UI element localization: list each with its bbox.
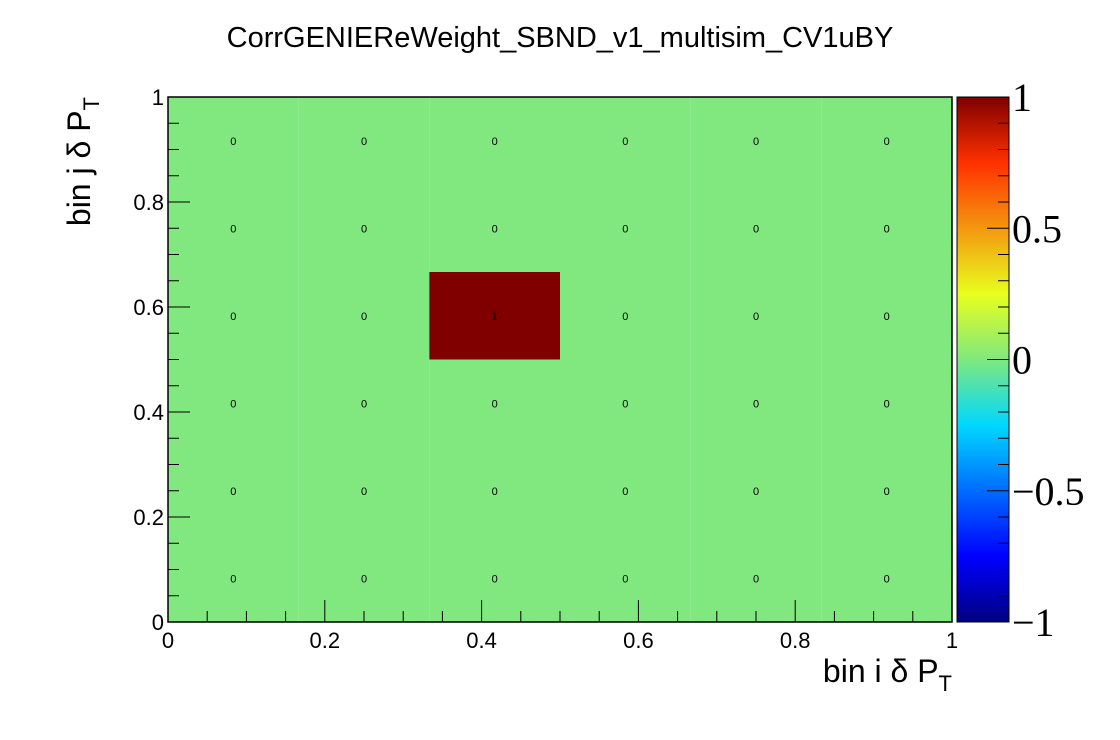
color-scale-tick-label: 1	[1012, 75, 1032, 120]
cell-value-label: 0	[361, 573, 367, 585]
y-tick-label: 1	[152, 85, 164, 110]
heatmap-cell	[560, 184, 691, 272]
cell-value-label: 0	[884, 311, 890, 323]
cell-value-label: 0	[361, 311, 367, 323]
heatmap-cell	[560, 97, 691, 185]
cell-value-label: 0	[230, 136, 236, 148]
cell-value-label: 0	[884, 398, 890, 410]
heatmap-cell	[429, 184, 560, 272]
heatmap-cell	[298, 272, 430, 360]
y-axis-label: bin j δ PT	[61, 97, 104, 226]
cell-value-label: 0	[361, 223, 367, 235]
x-axis-label: bin i δ PT	[823, 653, 952, 696]
color-scale-tick-label: −1	[1012, 600, 1055, 645]
x-tick-label: 0.6	[623, 628, 654, 653]
heatmap-cell	[429, 534, 560, 622]
x-tick-label: 0.8	[780, 628, 811, 653]
heatmap-cell	[298, 184, 430, 272]
cell-value-label: 0	[230, 486, 236, 498]
heatmap-cell	[690, 447, 822, 535]
cell-value-label: 0	[230, 223, 236, 235]
y-tick-label: 0.2	[133, 505, 164, 530]
cell-value-label: 1	[492, 311, 498, 323]
cell-value-label: 0	[492, 223, 498, 235]
heatmap-cell	[429, 359, 560, 447]
heatmap-cell	[168, 534, 299, 622]
heatmap-cell	[298, 359, 430, 447]
heatmap-cell	[168, 359, 299, 447]
cell-value-label: 0	[753, 398, 759, 410]
heatmap-cell	[298, 97, 430, 185]
heatmap-cell	[168, 447, 299, 535]
heatmap-cell	[821, 359, 952, 447]
y-tick-label: 0	[152, 610, 164, 635]
cell-value-label: 0	[884, 486, 890, 498]
cell-labels: 0 0 0 0 0 0 0 0 0 0 0 0 0 0 1 0 0 0 0 0 0 0 0 0 0 0 0 0 0 0 0 0 0 0 0 0	[230, 136, 889, 586]
y-tick-label: 0.6	[133, 295, 164, 320]
chart-title: CorrGENIEReWeight_SBND_v1_multisim_CV1uB…	[227, 22, 894, 54]
color-scale-tick-label: −0.5	[1012, 469, 1085, 514]
heatmap-cell	[429, 272, 560, 360]
heatmap-cells	[168, 97, 952, 622]
cell-value-label: 0	[622, 136, 628, 148]
cell-value-label: 0	[230, 573, 236, 585]
heatmap-cell	[821, 272, 952, 360]
cell-value-label: 0	[622, 486, 628, 498]
heatmap-cell	[560, 359, 691, 447]
color-scale-tick-label: 0	[1012, 338, 1032, 383]
x-tick-label: 1	[946, 628, 958, 653]
heatmap-cell	[168, 97, 299, 185]
cell-value-label: 0	[492, 136, 498, 148]
cell-value-label: 0	[230, 398, 236, 410]
cell-value-label: 0	[492, 486, 498, 498]
heatmap-cell	[690, 184, 822, 272]
x-tick-label: 0	[162, 628, 174, 653]
y-axis-ticks: 0 0.2 0.4 0.6 0.8 1	[133, 85, 190, 635]
color-scale-tick-label: 0.5	[1012, 206, 1062, 251]
x-tick-label: 0.2	[310, 628, 341, 653]
heatmap-cell	[821, 97, 952, 185]
x-axis-ticks: 0 0.2 0.4 0.6 0.8 1	[162, 600, 958, 653]
heatmap-cell	[690, 97, 822, 185]
cell-value-label: 0	[622, 311, 628, 323]
heatmap-cell	[298, 534, 430, 622]
y-tick-label: 0.4	[133, 400, 164, 425]
cell-value-label: 0	[622, 573, 628, 585]
heatmap-cell	[298, 447, 430, 535]
heatmap-cell	[168, 272, 299, 360]
heatmap-cell	[821, 184, 952, 272]
cell-value-label: 0	[361, 398, 367, 410]
cell-value-label: 0	[884, 223, 890, 235]
heatmap-cell	[560, 534, 691, 622]
heatmap-cell	[821, 447, 952, 535]
cell-value-label: 0	[361, 486, 367, 498]
cell-value-label: 0	[884, 136, 890, 148]
cell-value-label: 0	[230, 311, 236, 323]
cell-value-label: 0	[361, 136, 367, 148]
cell-value-label: 0	[753, 486, 759, 498]
cell-value-label: 0	[492, 573, 498, 585]
cell-value-label: 0	[753, 136, 759, 148]
cell-value-label: 0	[753, 311, 759, 323]
x-tick-label: 0.4	[466, 628, 497, 653]
cell-value-label: 0	[884, 573, 890, 585]
color-scale-ticks: −1 −0.5 0 0.5 1	[987, 75, 1085, 645]
y-tick-label: 0.8	[133, 190, 164, 215]
heatmap-cell	[168, 184, 299, 272]
heatmap-cell	[690, 272, 822, 360]
heatmap-cell	[560, 272, 691, 360]
cell-value-label: 0	[622, 398, 628, 410]
heatmap-cell	[690, 534, 822, 622]
cell-value-label: 0	[622, 223, 628, 235]
cell-value-label: 0	[492, 398, 498, 410]
heatmap-cell	[821, 534, 952, 622]
heatmap-cell	[690, 359, 822, 447]
cell-value-label: 0	[753, 223, 759, 235]
heatmap-cell	[560, 447, 691, 535]
heatmap-cell	[429, 447, 560, 535]
heatmap-cell	[429, 97, 560, 185]
cell-value-label: 0	[753, 573, 759, 585]
